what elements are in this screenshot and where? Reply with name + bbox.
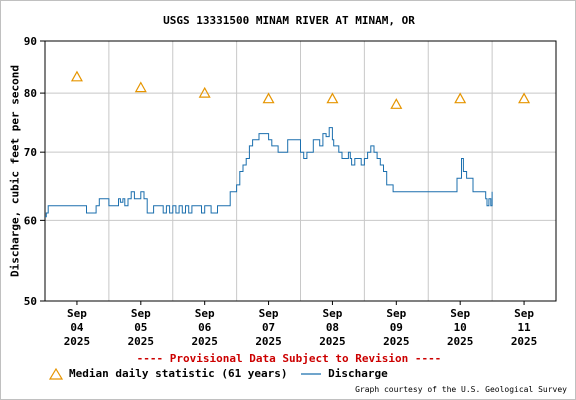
median-marker bbox=[198, 86, 211, 98]
median-marker bbox=[326, 92, 339, 104]
legend: Median daily statistic (61 years) Discha… bbox=[49, 367, 394, 383]
x-tick-label: 08 bbox=[326, 321, 339, 334]
discharge-line bbox=[45, 127, 493, 218]
x-tick-label: Sep bbox=[450, 307, 470, 320]
x-tick-label: Sep bbox=[259, 307, 279, 320]
x-tick-label: 2025 bbox=[447, 335, 474, 348]
x-tick-label: Sep bbox=[323, 307, 343, 320]
x-tick-label: 04 bbox=[70, 321, 84, 334]
y-tick-label: 70 bbox=[24, 146, 37, 159]
x-tick-label: 2025 bbox=[64, 335, 91, 348]
legend-label-median: Median daily statistic (61 years) bbox=[69, 367, 288, 380]
median-marker bbox=[390, 98, 403, 109]
provisional-notice: ---- Provisional Data Subject to Revisio… bbox=[136, 352, 442, 365]
legend-item-discharge: Discharge bbox=[300, 367, 388, 380]
x-tick-label: 07 bbox=[262, 321, 275, 334]
x-tick-label: 2025 bbox=[319, 335, 346, 348]
x-tick-label: 11 bbox=[517, 321, 531, 334]
credit-text: Graph courtesy of the U.S. Geological Su… bbox=[355, 385, 567, 394]
line-icon bbox=[301, 372, 322, 375]
x-tick-label: 2025 bbox=[128, 335, 155, 348]
x-tick-label: 05 bbox=[134, 321, 147, 334]
median-marker bbox=[262, 92, 275, 104]
x-tick-label: 09 bbox=[390, 321, 403, 334]
y-tick-label: 80 bbox=[24, 87, 37, 100]
median-marker bbox=[70, 70, 83, 82]
y-tick-label: 60 bbox=[24, 214, 37, 227]
triangle-icon bbox=[49, 367, 63, 380]
x-tick-label: 2025 bbox=[383, 335, 410, 348]
x-tick-label: 2025 bbox=[191, 335, 218, 348]
plot-border bbox=[44, 40, 557, 302]
y-tick-label: 50 bbox=[24, 295, 37, 308]
median-marker bbox=[134, 81, 147, 93]
x-tick-label: 2025 bbox=[255, 335, 282, 348]
x-tick-label: 2025 bbox=[511, 335, 538, 348]
x-tick-label: Sep bbox=[195, 307, 215, 320]
x-tick-label: Sep bbox=[131, 307, 151, 320]
legend-label-discharge: Discharge bbox=[328, 367, 388, 380]
median-marker bbox=[454, 92, 467, 104]
x-tick-label: Sep bbox=[514, 307, 534, 320]
x-tick-label: 06 bbox=[198, 321, 212, 334]
chart-title: USGS 13331500 MINAM RIVER AT MINAM, OR bbox=[163, 14, 415, 27]
x-tick-label: Sep bbox=[67, 307, 87, 320]
y-tick-label: 90 bbox=[24, 35, 37, 48]
x-tick-label: 10 bbox=[454, 321, 467, 334]
x-tick-label: Sep bbox=[386, 307, 406, 320]
legend-item-median: Median daily statistic (61 years) bbox=[49, 367, 288, 380]
median-marker bbox=[518, 92, 531, 104]
